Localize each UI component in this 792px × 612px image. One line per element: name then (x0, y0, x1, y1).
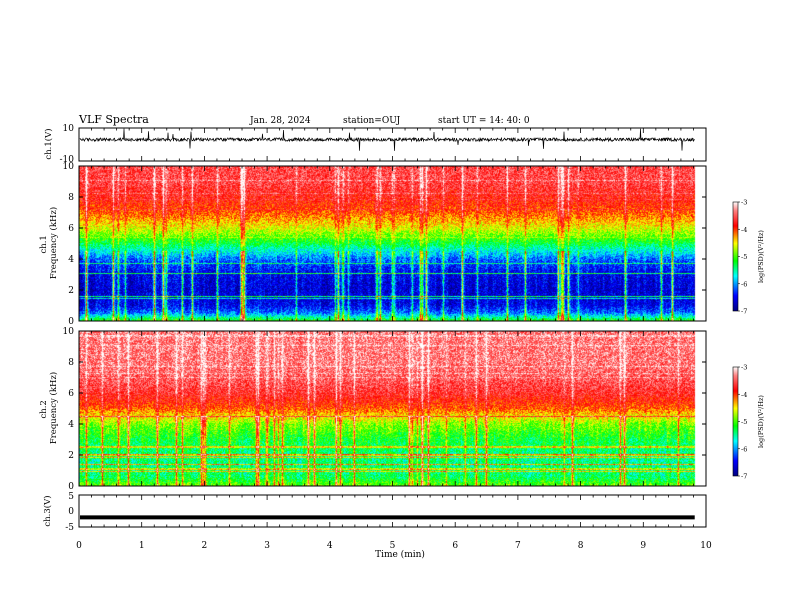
ch3-ytick-mid: 0 (68, 507, 74, 517)
ch2-spectrogram-ytick-label: 10 (63, 327, 75, 337)
x-tick-label: 3 (264, 541, 270, 551)
ch2-spectrogram-yticks: 0 2 4 6 8 10 (63, 327, 706, 492)
ch1-spectrogram-yticks: 0 2 4 6 8 10 (63, 162, 706, 327)
ch2-spectrogram-ytick-label: 6 (68, 389, 74, 399)
ch3-ytick-bottom: -5 (65, 523, 74, 533)
x-tick-label: 7 (515, 541, 521, 551)
x-tick-label: 8 (578, 541, 584, 551)
start-time-label: start UT = 14: 40: 0 (438, 116, 530, 126)
ch3-ytick-top: 5 (68, 492, 74, 502)
x-tick-label: 10 (700, 541, 712, 551)
ch1-spectrogram-panel: 0 2 4 6 8 10 ch.1 Frequency (kHz) (39, 162, 707, 327)
ch1-ytick-top: 10 (63, 124, 75, 134)
ch1-spectrogram-ytick-label: 0 (68, 317, 74, 327)
ch2-colorbar-tick-label: -5 (741, 418, 747, 426)
ch1-colorbar-tick-label: -3 (741, 199, 747, 207)
ch1-colorbar-tick-label: -6 (741, 280, 747, 288)
ch1-spectrogram-ylabel-line1: ch.1 (39, 235, 49, 253)
ch3-waveform-ylabel: ch.3(V) (42, 495, 53, 526)
ch1-spectrogram-ytick-label: 4 (68, 255, 74, 265)
ch1-colorbar-tick-label: -5 (741, 253, 747, 261)
ch2-spectrogram-ytick-label: 0 (68, 482, 74, 492)
ch1-spectrogram-ylabel-line2: Frequency (kHz) (48, 207, 59, 279)
ch2-spectrogram-ytick-label: 2 (68, 451, 74, 461)
figure-title: VLF Spectra (78, 113, 149, 126)
ch2-spectrogram-heatmap (79, 331, 706, 486)
x-tick-label: 9 (640, 541, 646, 551)
ch2-colorbar-tick-label: -6 (741, 445, 747, 453)
ch2-colorbar-tick-label: -7 (741, 473, 747, 481)
date-label: Jan. 28, 2024 (249, 116, 311, 126)
x-tick-label: 5 (390, 541, 396, 551)
ch2-spectrogram-panel: 0 2 4 6 8 10 ch.2 Frequency (kHz) (39, 327, 707, 492)
station-label: station=OUJ (343, 116, 401, 126)
ch1-spectrogram-ytick-label: 6 (68, 224, 74, 234)
ch1-colorbar-gradient (732, 201, 739, 312)
x-axis-tick-labels: 0 1 2 3 4 5 6 7 8 9 10 (76, 541, 712, 551)
x-tick-label: 4 (327, 541, 333, 551)
ch2-spectrogram-ylabel: ch.2 Frequency (kHz) (39, 372, 59, 444)
ch2-colorbar-label: log(PSD)(V²/Hz) (757, 395, 765, 448)
ch2-spectrogram-ylabel-line1: ch.2 (39, 400, 49, 418)
ch2-spectrogram-ylabel-line2: Frequency (kHz) (48, 372, 59, 444)
ch2-colorbar-gradient (732, 366, 739, 477)
ch1-ytick-bottom: -10 (60, 155, 75, 165)
ch2-colorbar-tick-label: -3 (741, 364, 747, 372)
ch1-colorbar-tick-label: -4 (741, 226, 747, 234)
ch1-spectrogram-ytick-label: 10 (63, 162, 75, 172)
ch1-spectrogram-heatmap (79, 166, 706, 321)
ch1-waveform-panel: 10 -10 ch.1(V) (43, 124, 707, 165)
ch1-colorbar-tick-label: -7 (741, 308, 747, 316)
ch1-waveform-trace (79, 128, 695, 151)
x-tick-label: 1 (139, 541, 145, 551)
ch2-colorbar: -3 -4 -5 -6 -7 log(PSD)(V²/Hz) (732, 364, 765, 481)
ch1-colorbar-label: log(PSD)(V²/Hz) (757, 230, 765, 283)
ch1-spectrogram-ytick-label: 2 (68, 286, 74, 296)
x-tick-label: 0 (76, 541, 82, 551)
ch1-spectrogram-ytick-label: 8 (68, 193, 74, 203)
x-axis-label: Time (min) (375, 549, 425, 560)
x-axis-ticks (78, 128, 707, 527)
x-tick-label: 2 (202, 541, 208, 551)
ch1-waveform-ylabel: ch.1(V) (43, 128, 54, 159)
ch1-colorbar: -3 -4 -5 -6 -7 log(PSD)(V²/Hz) (732, 199, 765, 316)
x-tick-label: 6 (452, 541, 458, 551)
ch2-colorbar-tick-label: -4 (741, 391, 747, 399)
ch2-spectrogram-ytick-label: 8 (68, 358, 74, 368)
ch2-spectrogram-ytick-label: 4 (68, 420, 74, 430)
ch1-spectrogram-ylabel: ch.1 Frequency (kHz) (39, 207, 59, 279)
